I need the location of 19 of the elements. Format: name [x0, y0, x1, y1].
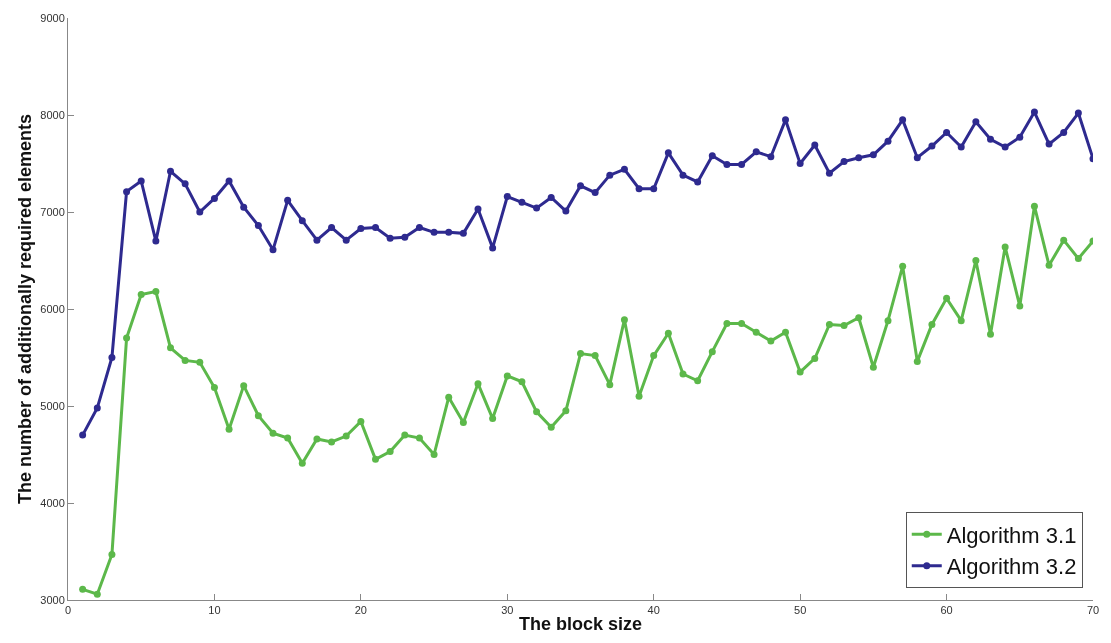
- x-tick-label: 10: [208, 604, 221, 617]
- y-tick-label: 5000: [40, 399, 65, 412]
- y-tick-label: 8000: [40, 108, 65, 121]
- y-tick-label: 6000: [40, 302, 65, 315]
- legend-label: Algorithm 3.1: [946, 522, 1077, 548]
- x-tick-label: 30: [501, 604, 514, 617]
- y-tick-label: 9000: [40, 11, 65, 24]
- y-tick-label: 4000: [40, 496, 65, 509]
- x-tick-label: 0: [64, 604, 72, 617]
- x-tick-label: 20: [354, 604, 367, 617]
- y-tick-label: 7000: [40, 205, 65, 218]
- y-axis-title: The number of additionally required elements: [14, 113, 35, 505]
- x-tick-label: 70: [1086, 604, 1100, 617]
- x-tick-label: 50: [794, 604, 807, 617]
- x-tick-label: 40: [647, 604, 660, 617]
- x-axis-title: The block size: [518, 614, 643, 635]
- x-tick-label: 60: [940, 604, 953, 617]
- legend-label: Algorithm 3.2: [946, 554, 1077, 580]
- y-tick-label: 3000: [40, 593, 65, 606]
